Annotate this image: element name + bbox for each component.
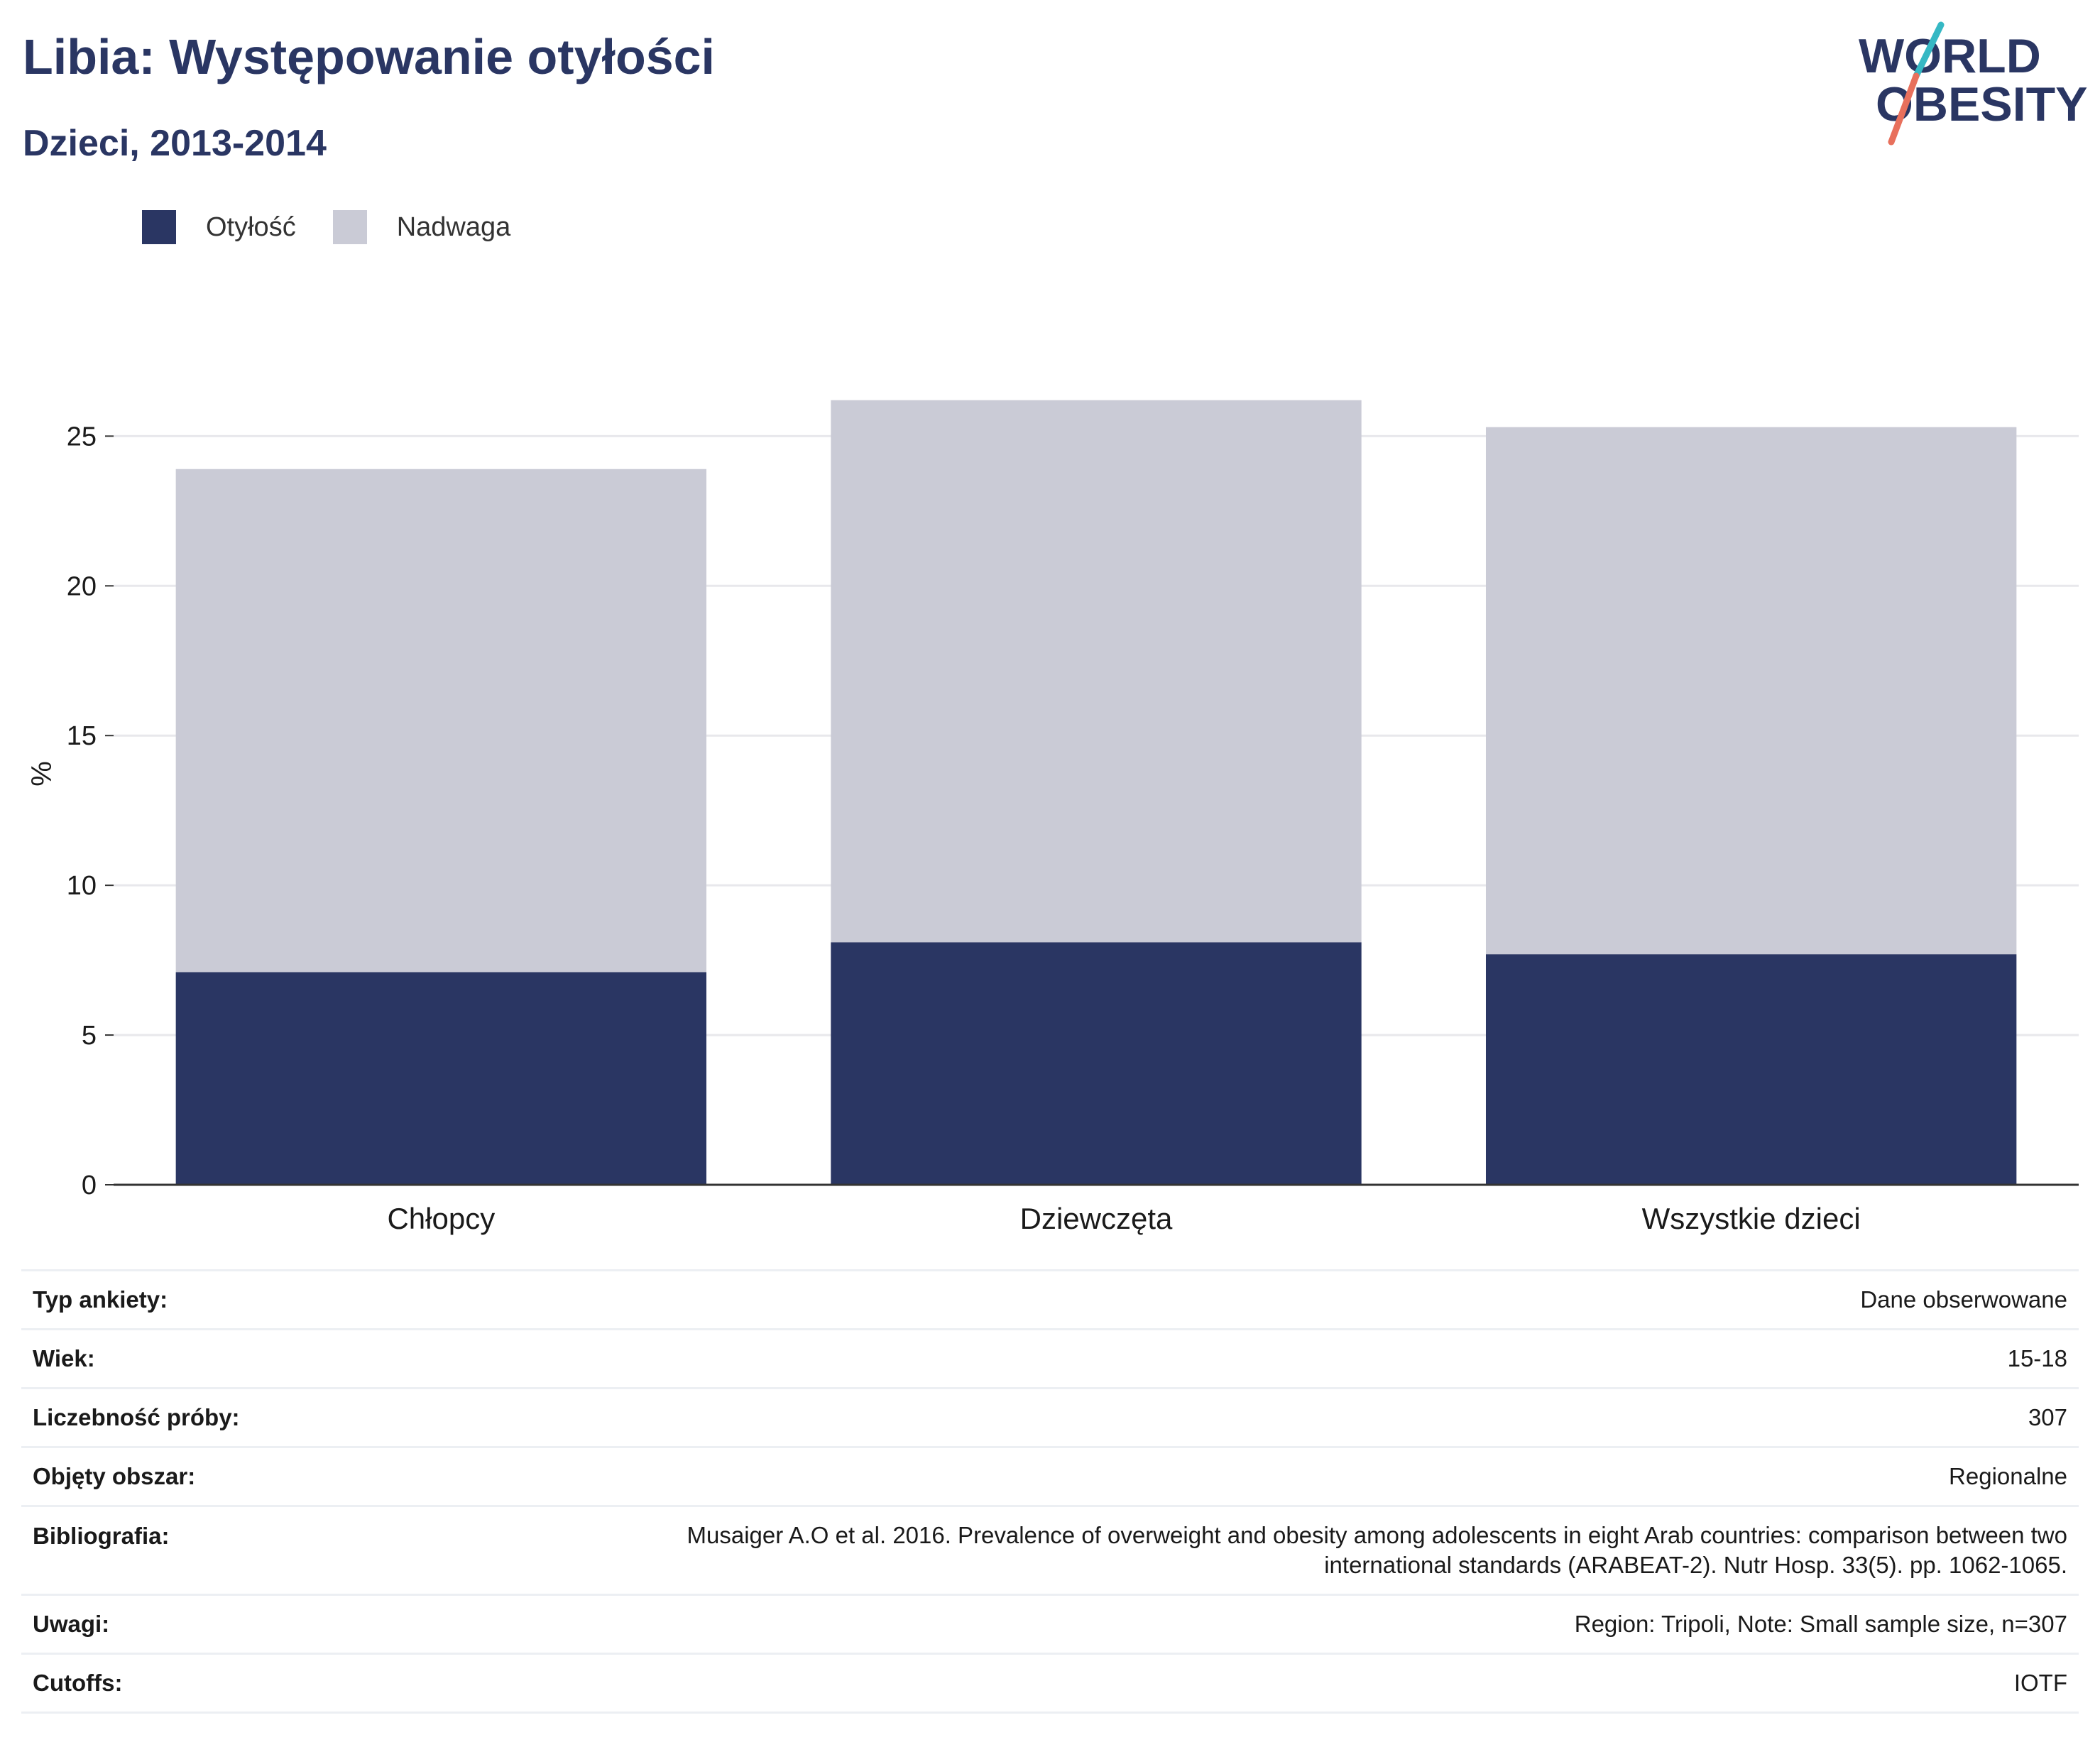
info-key: Liczebność próby: xyxy=(33,1404,240,1430)
bar-overweight-0[interactable] xyxy=(175,469,707,973)
world-obesity-logo: WORLD OBESITY xyxy=(1859,21,2087,146)
info-value: Musaiger A.O et al. 2016. Prevalence of … xyxy=(311,1506,2079,1595)
bar-obesity-0[interactable] xyxy=(175,972,707,1185)
bars-layer xyxy=(175,400,2017,1185)
bar-obesity-2[interactable] xyxy=(1485,954,2017,1185)
info-value: Dane obserwowane xyxy=(1860,1286,2067,1313)
info-value: 307 xyxy=(2028,1404,2067,1430)
chart-title: Libia: Występowanie otyłości xyxy=(23,29,716,84)
bar-overweight-2[interactable] xyxy=(1485,427,2017,955)
legend-item-obesity[interactable]: Otyłość xyxy=(142,210,296,244)
info-row-bibliography: Bibliografia: Musaiger A.O et al. 2016. … xyxy=(21,1506,2079,1595)
y-tick-label: 5 xyxy=(82,1021,97,1051)
legend-label-overweight: Nadwaga xyxy=(396,212,511,242)
info-key: Objęty obszar: xyxy=(33,1463,196,1489)
bar-overweight-1[interactable] xyxy=(831,400,1362,943)
bibliography-line-2: international standards (ARABEAT-2). Nut… xyxy=(1324,1552,2067,1578)
bibliography-line-1: Musaiger A.O et al. 2016. Prevalence of … xyxy=(687,1522,2067,1548)
legend-swatch-obesity xyxy=(142,210,176,244)
logo-slash-top xyxy=(1913,21,1945,80)
info-row-age: Wiek: 15-18 xyxy=(21,1329,2079,1389)
y-tick-label: 20 xyxy=(67,571,97,601)
info-key: Uwagi: xyxy=(33,1611,110,1637)
info-value: IOTF xyxy=(2013,1670,2067,1696)
info-row-area: Objęty obszar: Regionalne xyxy=(21,1447,2079,1506)
info-key: Cutoffs: xyxy=(33,1670,123,1696)
survey-info-table: Typ ankiety: Dane obserwowane Wiek: 15-1… xyxy=(21,1269,2079,1714)
chart-legend: Otyłość Nadwaga xyxy=(142,210,547,244)
info-value: Regionalne xyxy=(1949,1463,2067,1489)
logo-line-world: WORLD xyxy=(1859,29,2041,83)
info-key: Typ ankiety: xyxy=(33,1286,168,1313)
info-row-notes: Uwagi: Region: Tripoli, Note: Small samp… xyxy=(21,1594,2079,1654)
x-tick-label: Dziewczęta xyxy=(1020,1202,1173,1235)
x-tick-label: Wszystkie dzieci xyxy=(1642,1202,1861,1235)
info-row-survey-type: Typ ankiety: Dane obserwowane xyxy=(21,1270,2079,1330)
axis-layer: 0 5 10 15 20 25 Chłopcy Dziewczęta Wszystkie dzi… xyxy=(67,422,2079,1235)
logo-slash-bottom xyxy=(1888,72,1920,146)
chart-subtitle: Dzieci, 2013-2014 xyxy=(23,123,327,164)
bar-obesity-1[interactable] xyxy=(831,942,1362,1185)
legend-label-obesity: Otyłość xyxy=(206,212,296,242)
y-axis-label: % xyxy=(26,761,58,787)
y-tick-label: 10 xyxy=(67,871,97,901)
x-tick-label: Chłopcy xyxy=(387,1202,495,1235)
legend-swatch-overweight xyxy=(332,210,367,244)
legend-item-overweight[interactable]: Nadwaga xyxy=(332,210,511,244)
info-key: Wiek: xyxy=(33,1345,95,1371)
info-row-sample-size: Liczebność próby: 307 xyxy=(21,1388,2079,1447)
info-value: 15-18 xyxy=(2007,1345,2067,1371)
y-tick-label: 0 xyxy=(82,1171,97,1200)
bar-chart: 0 5 10 15 20 25 Chłopcy Dziewczęta Wszystkie dzi… xyxy=(26,400,2079,1235)
info-row-cutoffs: Cutoffs: IOTF xyxy=(21,1653,2079,1713)
info-key: Bibliografia: xyxy=(33,1523,170,1549)
y-tick-label: 15 xyxy=(67,721,97,751)
info-value: Region: Tripoli, Note: Small sample size… xyxy=(1574,1611,2067,1637)
y-tick-label: 25 xyxy=(67,422,97,451)
